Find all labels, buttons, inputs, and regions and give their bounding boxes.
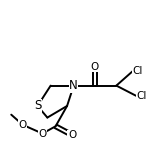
Text: Cl: Cl (136, 91, 146, 101)
Text: Cl: Cl (133, 66, 143, 76)
Text: S: S (34, 99, 41, 112)
Text: O: O (19, 120, 27, 130)
Text: O: O (68, 130, 76, 140)
Text: O: O (91, 62, 99, 72)
Text: O: O (38, 129, 47, 139)
Text: N: N (69, 79, 78, 92)
